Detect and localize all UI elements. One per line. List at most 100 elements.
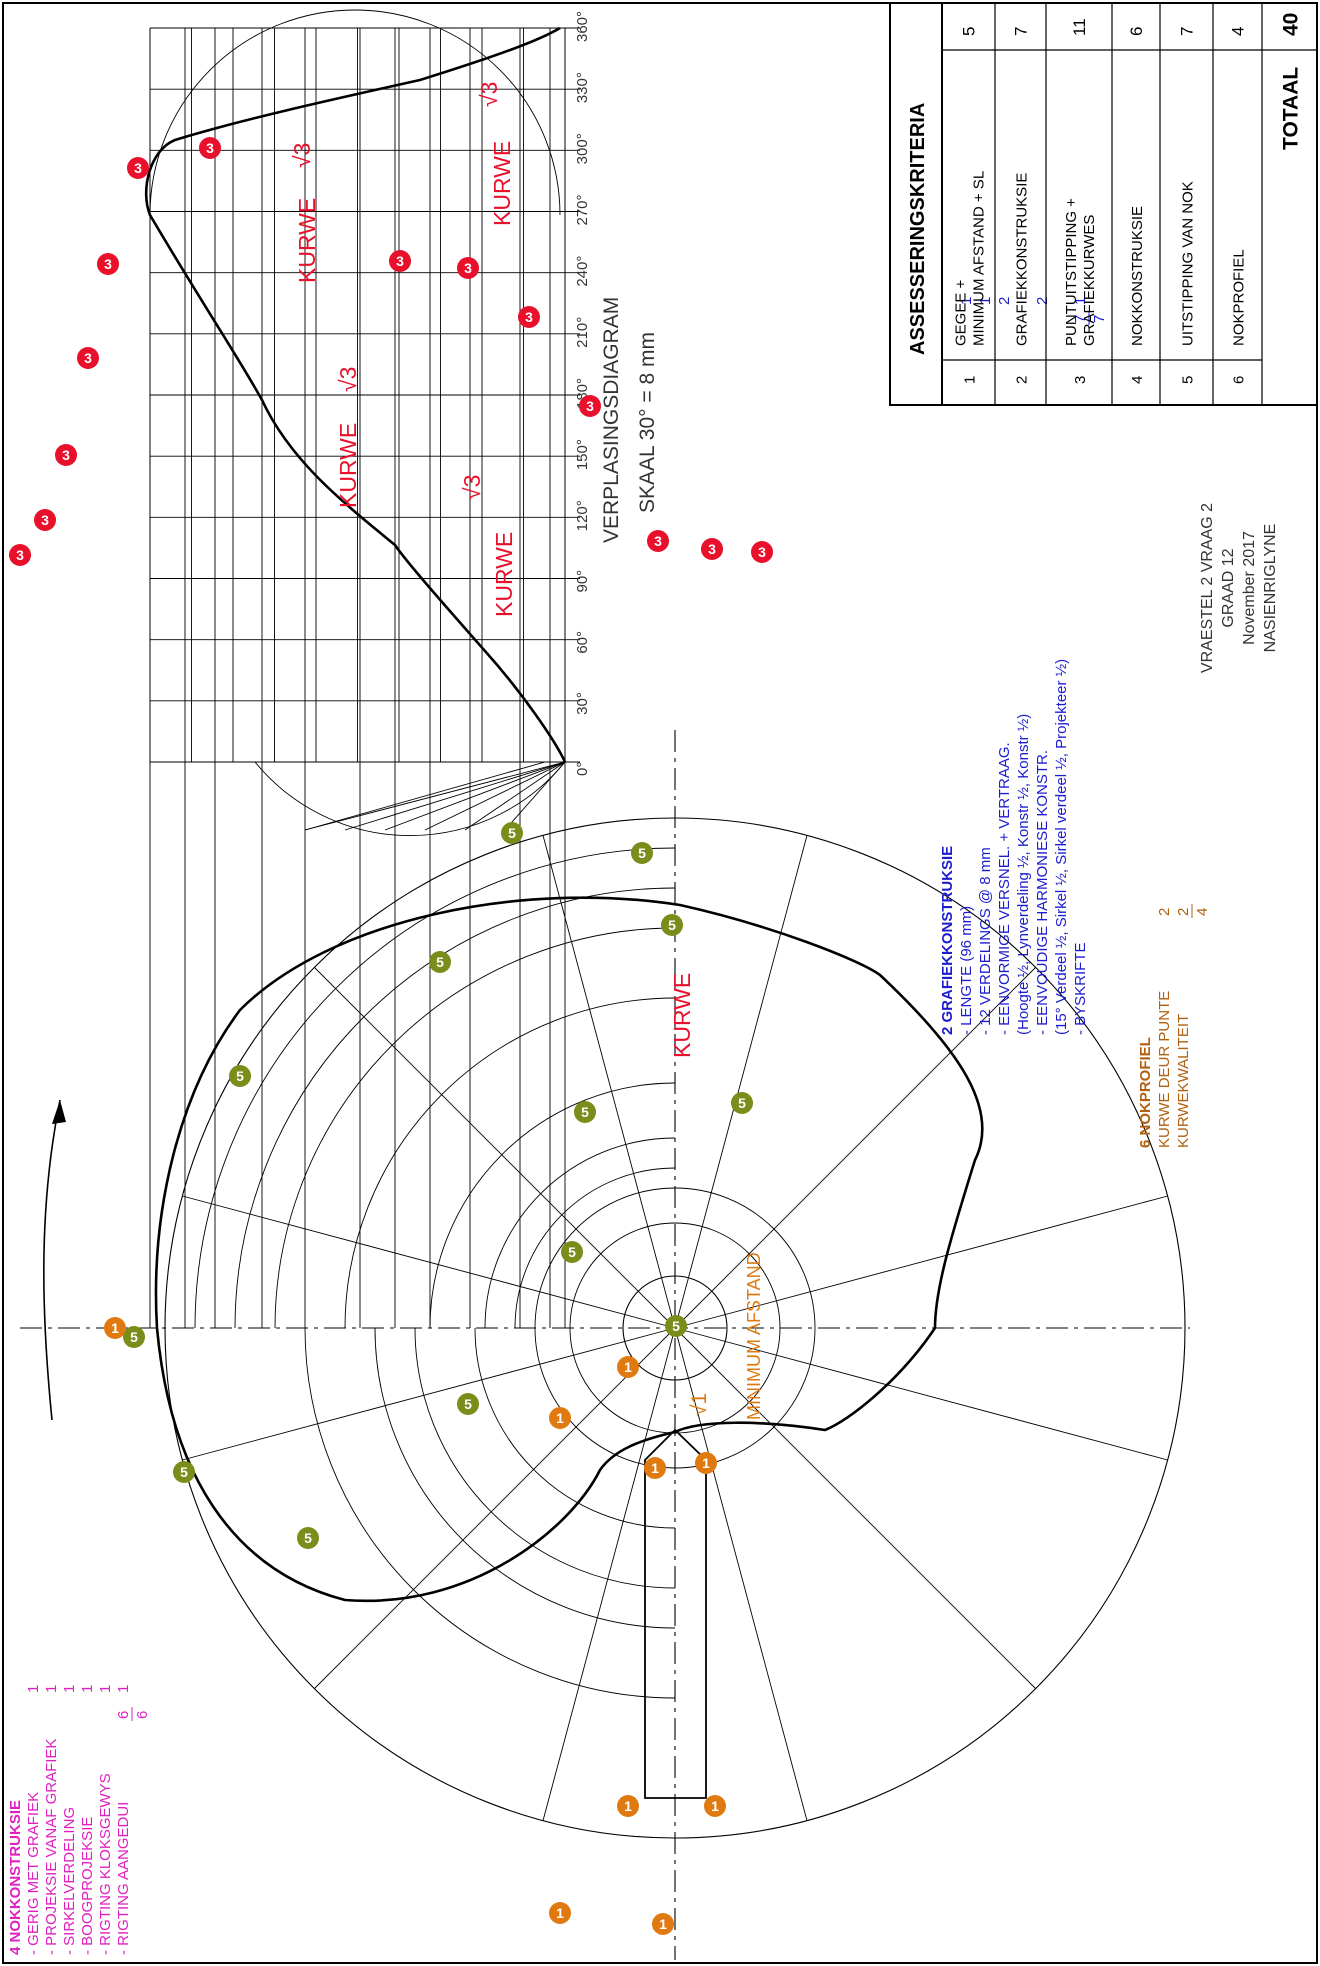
note-mark: 2 <box>1175 908 1192 916</box>
row-mark: 7 <box>1178 27 1197 36</box>
fraction-denominator: 6 <box>134 1711 151 1719</box>
svg-text:1: 1 <box>659 1916 667 1932</box>
criterion-badge: 5 <box>574 1101 596 1123</box>
note-mark: 1 <box>25 1685 42 1693</box>
svg-text:1: 1 <box>111 1320 119 1336</box>
note-item: - RIGTING KLOKSGEWYS <box>97 1773 114 1955</box>
criterion-badge: 3 <box>199 137 221 159</box>
kurwe-label: KURWE <box>669 973 695 1058</box>
check-mark: √3 <box>459 475 485 500</box>
svg-text:1: 1 <box>702 1455 710 1471</box>
row-number: 3 <box>1072 376 1089 384</box>
svg-text:- EENVORMIGE VERSNEL. + VERTRA: - EENVORMIGE VERSNEL. + VERTRAAG. <box>996 742 1013 1035</box>
criterion-badge: 1 <box>549 1902 571 1924</box>
svg-text:1: 1 <box>624 1359 632 1375</box>
svg-text:1: 1 <box>624 1798 632 1814</box>
note-item: - BOOGPROJEKSIE <box>79 1817 96 1955</box>
svg-text:- BOOGPROJEKSIE: - BOOGPROJEKSIE <box>79 1817 96 1955</box>
note-mark: 1 <box>115 1685 132 1693</box>
row-number: 1 <box>962 376 979 384</box>
criterion-badge: 1 <box>644 1457 666 1479</box>
cam-profile <box>154 896 984 1603</box>
criterion-badge: 5 <box>297 1527 319 1549</box>
angle-label: 120° <box>574 500 591 531</box>
angle-label: 210° <box>574 317 591 348</box>
svg-text:(15° Verdeel ½, Sirkel ½, Sirk: (15° Verdeel ½, Sirkel ½, Sirkel verdeel… <box>1053 659 1070 1035</box>
row-number: 5 <box>1180 376 1197 384</box>
criterion-badge: 3 <box>389 250 411 272</box>
displacement-curve <box>144 26 567 763</box>
fraction-numerator: 6 <box>115 1711 132 1719</box>
svg-text:3: 3 <box>16 547 24 563</box>
criterion-badge: 5 <box>173 1461 195 1483</box>
svg-text:5: 5 <box>130 1329 138 1345</box>
row-mark: 7 <box>1012 27 1031 36</box>
svg-text:3: 3 <box>586 398 594 414</box>
note-mark: 1 <box>43 1685 60 1693</box>
criterion-badge: 1 <box>617 1356 639 1378</box>
svg-text:- 12 VERDELINGS @ 8 mm: - 12 VERDELINGS @ 8 mm <box>977 847 994 1035</box>
note-item: KURWE DEUR PUNTE <box>1156 991 1173 1148</box>
criterion-badge: 5 <box>665 1315 687 1337</box>
svg-text:(Hoogte ½, Lynverdeling ½, Kon: (Hoogte ½, Lynverdeling ½, Konstr ½, Kon… <box>1015 714 1032 1035</box>
criterion-badge: 3 <box>127 157 149 179</box>
svg-text:- PROJEKSIE VANAF GRAFIEK: - PROJEKSIE VANAF GRAFIEK <box>43 1739 60 1955</box>
note-item: - GERIG MET GRAFIEK <box>25 1792 42 1955</box>
svg-text:3: 3 <box>104 256 112 272</box>
note-item: - BYSKRIFTE <box>1072 942 1089 1035</box>
notes-heading: 4 NOKKONSTRUKSIE <box>7 1800 24 1955</box>
check-mark: √3 <box>289 143 315 168</box>
svg-text:5: 5 <box>464 1396 472 1412</box>
criterion-badge: 3 <box>751 541 773 563</box>
note-item: - PROJEKSIE VANAF GRAFIEK <box>43 1739 60 1955</box>
angle-label: 0° <box>574 762 591 776</box>
row-label: PUNTUITSTIPPING + <box>1063 198 1080 346</box>
exam-paper: VRAESTEL 2 VRAAG 2 <box>1199 503 1216 673</box>
criterion-badge: 5 <box>501 822 523 844</box>
row-label: UITSTIPPING VAN NOK <box>1180 181 1197 346</box>
check-mark: √3 <box>476 82 502 107</box>
svg-text:1: 1 <box>651 1460 659 1476</box>
cam-check-mark: √1 <box>688 1393 711 1416</box>
svg-text:- RIGTING KLOKSGEWYS: - RIGTING KLOKSGEWYS <box>97 1773 114 1955</box>
svg-text:3: 3 <box>206 140 214 156</box>
note-mark: 1 <box>958 297 975 305</box>
note-item: (15° Verdeel ½, Sirkel ½, Sirkel verdeel… <box>1053 659 1070 1035</box>
svg-text:- LENGTE (96 mm): - LENGTE (96 mm) <box>958 906 975 1035</box>
table-title: ASSESSERINGSKRITERIA <box>907 103 929 355</box>
minimum-distance-label: MINIMUM AFSTAND <box>744 1252 764 1420</box>
criterion-badge: 3 <box>34 509 56 531</box>
angle-label: 360° <box>574 11 591 42</box>
note-item: - EENVORMIGE VERSNEL. + VERTRAAG. <box>996 742 1013 1035</box>
criterion-badge: 3 <box>647 530 669 552</box>
criterion-badge: 5 <box>561 1241 583 1263</box>
svg-text:3: 3 <box>654 533 662 549</box>
criterion-badge: 5 <box>123 1326 145 1348</box>
svg-text:3: 3 <box>708 541 716 557</box>
row-number: 6 <box>1231 376 1248 384</box>
row-label: NOKKONSTRUKSIE <box>1129 206 1146 346</box>
row-mark: 5 <box>960 27 979 36</box>
row-label: GRAFIEKKONSTRUKSIE <box>1014 173 1031 346</box>
note-mark: 2 <box>996 297 1013 305</box>
svg-text:- BYSKRIFTE: - BYSKRIFTE <box>1072 942 1089 1035</box>
row-label: GEGEE + <box>953 279 970 346</box>
graph-scale: SKAAL 30° = 8 mm <box>636 332 659 513</box>
svg-text:3: 3 <box>62 447 70 463</box>
svg-text:3: 3 <box>396 253 404 269</box>
criterion-badge: 3 <box>518 306 540 328</box>
note-item: - EENVOUDIGE HARMONIESE KONSTR. <box>1034 750 1051 1035</box>
row-mark: 6 <box>1127 27 1146 36</box>
svg-text:3: 3 <box>134 160 142 176</box>
criterion-badge: 5 <box>457 1393 479 1415</box>
criteria-row: 6 NOKPROFIEL 4 <box>1229 27 1248 384</box>
svg-text:5: 5 <box>236 1068 244 1084</box>
svg-text:- RIGTING AANGEDUI: - RIGTING AANGEDUI <box>115 1802 132 1955</box>
svg-text:5: 5 <box>436 954 444 970</box>
svg-text:5: 5 <box>668 917 676 933</box>
fraction-numerator: 7 <box>1072 315 1089 323</box>
criterion-badge: 5 <box>731 1092 753 1114</box>
note-item: KURWEKWALITEIT <box>1175 1014 1192 1148</box>
svg-text:5: 5 <box>738 1095 746 1111</box>
